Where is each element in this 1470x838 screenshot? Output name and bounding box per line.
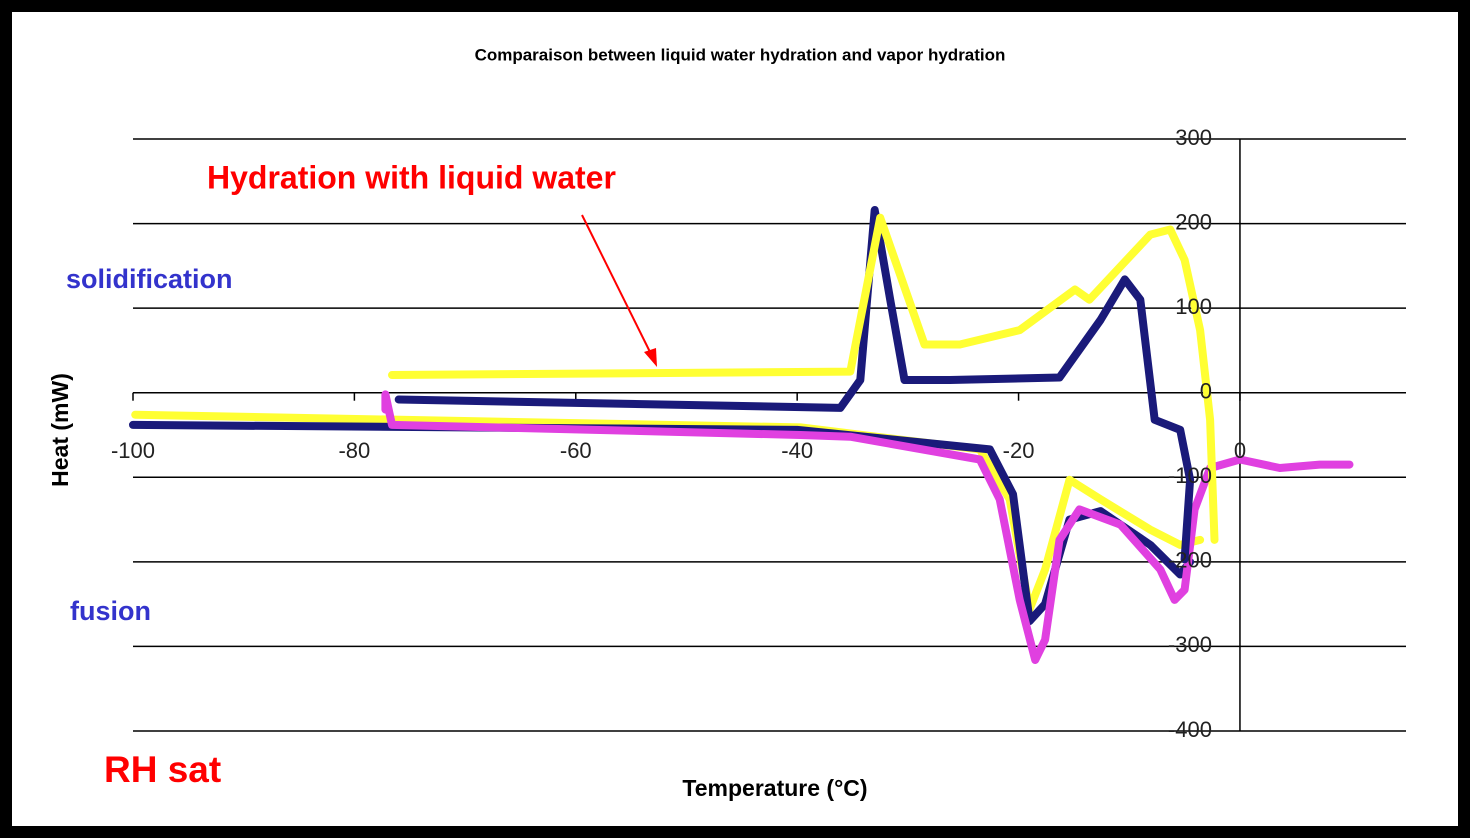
- y-axis-label: Heat (mW): [47, 373, 73, 487]
- y-tick-label: -200: [1168, 548, 1212, 573]
- x-tick-label: -80: [338, 438, 370, 463]
- annotation: solidification: [66, 264, 233, 294]
- data-line: [388, 213, 1219, 544]
- x-tick-label: -60: [560, 438, 592, 463]
- y-tick-label: 200: [1175, 209, 1212, 234]
- y-tick-label: 100: [1175, 294, 1212, 319]
- chart-title: Comparaison between liquid water hydrati…: [475, 45, 1006, 64]
- x-axis-label: Temperature (°C): [682, 775, 867, 801]
- x-tick-label: -100: [111, 438, 155, 463]
- y-tick-label: 0: [1200, 379, 1212, 404]
- x-tick-label: -20: [1003, 438, 1035, 463]
- y-tick-label: -300: [1168, 632, 1212, 657]
- annotation: RH sat: [104, 749, 221, 790]
- y-tick-label: 300: [1175, 125, 1212, 150]
- annotation: Hydration with liquid water: [207, 159, 616, 195]
- x-tick-label: 0: [1234, 438, 1246, 463]
- y-tick-label: -400: [1168, 717, 1212, 742]
- y-tick-label: -100: [1168, 463, 1212, 488]
- arrow: [581, 214, 653, 357]
- data-line: [129, 420, 1195, 626]
- annotation: fusion: [70, 596, 151, 626]
- arrow-head: [644, 348, 657, 367]
- data-line: [381, 390, 1354, 664]
- data-line: [394, 206, 1195, 564]
- x-tick-label: -40: [781, 438, 813, 463]
